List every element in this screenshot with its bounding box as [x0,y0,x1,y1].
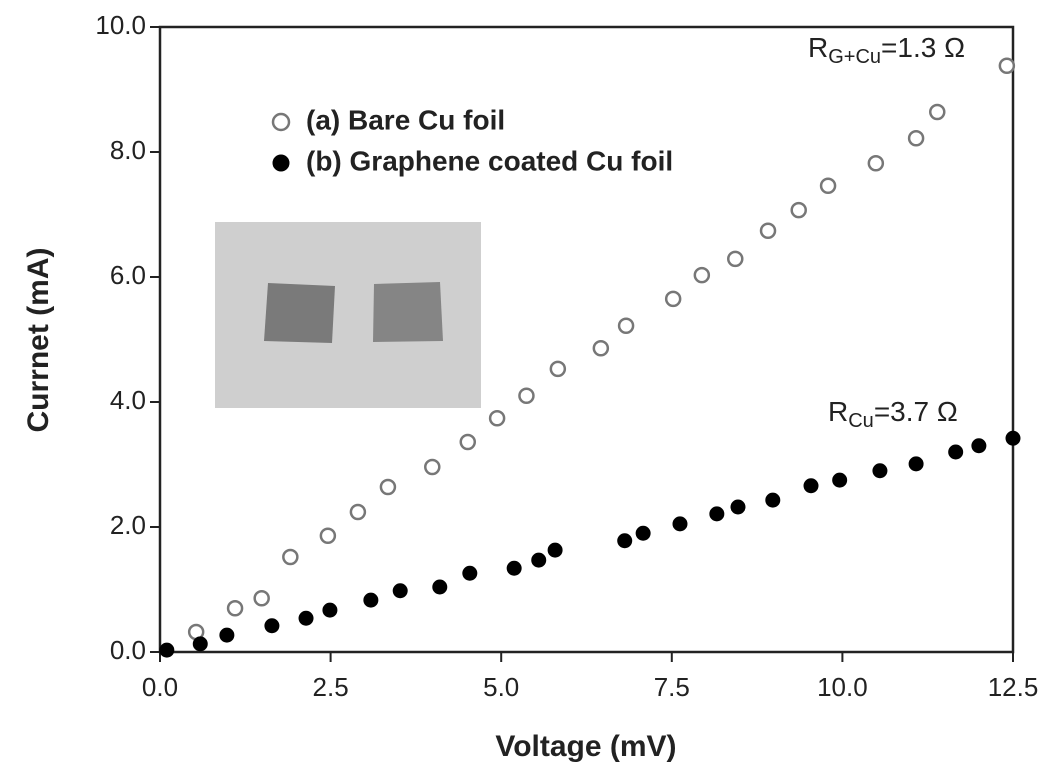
data-point [819,177,837,194]
data-point [948,444,964,460]
data-point [488,410,506,427]
y-tick-label: 6.0 [110,260,146,290]
data-point [998,57,1016,74]
data-point [549,360,567,378]
data-point [759,222,777,239]
data-point [282,548,299,566]
data-point [298,610,314,626]
data-point [929,103,946,121]
x-tick-label: 0.0 [142,672,178,702]
data-point [765,492,781,508]
data-point [907,130,925,147]
data-point [518,387,535,404]
data-point [635,525,651,541]
plot-frame [158,25,1015,654]
data-point [693,266,711,284]
data-point [462,565,478,581]
data-point [730,499,746,515]
data-point [319,527,337,544]
data-point [192,636,208,652]
data-point [531,552,547,568]
data-point [727,250,744,268]
data-point [322,602,338,618]
data-point [832,472,848,488]
data-point [226,600,244,617]
data-point [219,627,235,643]
y-tick-label: 2.0 [110,510,146,540]
x-tick-label: 5.0 [483,672,519,702]
data-point [672,516,688,532]
y-tick-label: 0.0 [110,635,146,665]
data-point [349,503,367,521]
data-point [506,560,522,576]
data-point [971,438,987,454]
data-point [803,478,819,494]
x-axis-title: Voltage (mV) [495,730,676,763]
legend-marker [271,112,291,132]
data-point [264,618,280,634]
data-point [424,458,441,476]
data-point [392,583,408,599]
legend-label: (b) Graphene coated Cu foil [306,145,673,176]
data-point [872,463,888,479]
y-tick-label: 10.0 [95,10,146,40]
legend-marker [272,154,290,172]
data-point [1005,430,1021,446]
x-tick-label: 2.5 [313,672,349,702]
data-point [664,290,682,308]
data-point [908,456,924,472]
x-tick-label: 10.0 [817,672,868,702]
y-axis-title: Currnet (mA) [22,248,55,433]
legend-label: (a) Bare Cu foil [306,104,505,135]
y-tick-label: 8.0 [110,135,146,165]
data-point [432,579,448,595]
data-point [617,533,633,549]
x-tick-label: 12.5 [988,672,1039,702]
inset-photo [215,222,481,408]
data-point [547,542,563,558]
data-point [159,642,175,658]
data-point [592,340,610,357]
annotation: RG+Cu=1.3 Ω [808,32,965,68]
data-point [790,201,807,219]
data-point [253,590,270,607]
data-point [617,317,635,334]
y-tick-label: 4.0 [110,385,146,415]
x-tick-label: 7.5 [654,672,690,702]
data-point [867,155,885,172]
data-point [363,592,379,608]
data-point [459,433,477,451]
data-point [379,478,397,496]
annotation: RCu=3.7 Ω [828,396,958,432]
data-point [709,506,725,522]
